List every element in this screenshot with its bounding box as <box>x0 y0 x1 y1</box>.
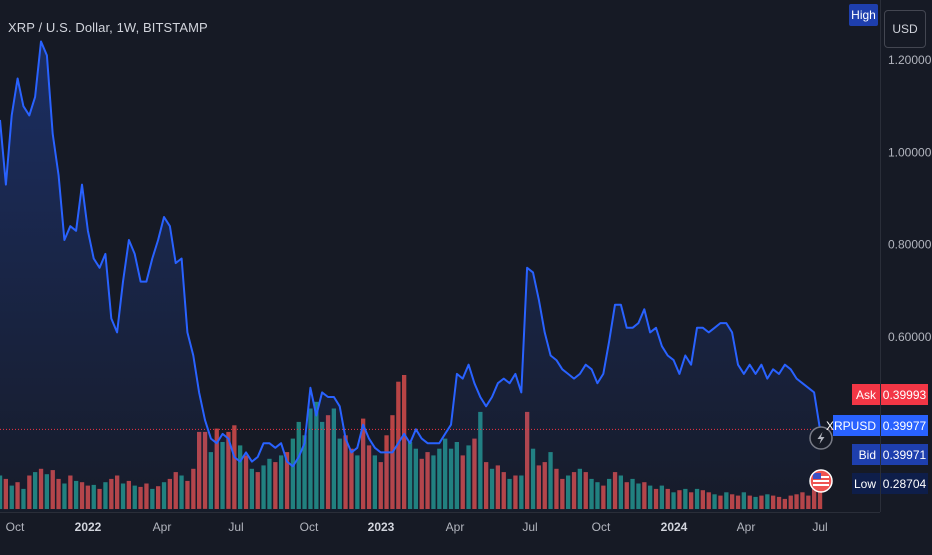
low-label: Low <box>852 473 880 494</box>
currency-button[interactable]: USD <box>884 10 926 48</box>
y-tick-label: 0.80000 <box>888 238 932 252</box>
x-tick-label: Apr <box>153 520 172 534</box>
current-price-value: 0.39977 <box>881 415 928 436</box>
price-axis: 1.20000 1.00000 0.80000 0.60000 <box>888 53 932 344</box>
x-tick-label: 2022 <box>75 520 102 534</box>
time-axis-divider <box>0 512 880 513</box>
price-line <box>0 40 821 468</box>
x-tick-label: 2023 <box>368 520 395 534</box>
ask-value: 0.39993 <box>881 384 928 405</box>
ask-label: Ask <box>852 384 880 405</box>
bid-label: Bid <box>852 444 880 465</box>
y-tick-label: 1.20000 <box>888 53 932 67</box>
price-area-fill <box>0 41 820 512</box>
price-axis-divider <box>880 0 881 512</box>
y-tick-label: 0.60000 <box>888 330 932 344</box>
bid-value: 0.39971 <box>881 444 928 465</box>
x-tick-label: 2024 <box>661 520 688 534</box>
x-tick-label: Oct <box>300 520 319 534</box>
low-value: 0.28704 <box>881 473 928 494</box>
lightning-icon[interactable] <box>809 426 833 450</box>
y-tick-label: 1.00000 <box>888 145 932 159</box>
x-tick-label: Apr <box>446 520 465 534</box>
x-tick-label: Jul <box>522 520 537 534</box>
volume-bar <box>817 487 823 509</box>
us-flag-icon[interactable] <box>809 469 833 493</box>
x-tick-label: Jul <box>228 520 243 534</box>
symbol-title[interactable]: XRP / U.S. Dollar, 1W, BITSTAMP <box>8 20 208 35</box>
x-tick-label: Jul <box>812 520 827 534</box>
high-tag: High <box>849 4 878 26</box>
x-tick-label: Oct <box>592 520 611 534</box>
x-tick-label: Oct <box>6 520 25 534</box>
x-tick-label: Apr <box>737 520 756 534</box>
time-axis: Oct 2022 Apr Jul Oct 2023 Apr Jul Oct 2024 Apr Jul <box>6 520 828 534</box>
current-symbol-label: XRPUSD <box>826 415 880 436</box>
